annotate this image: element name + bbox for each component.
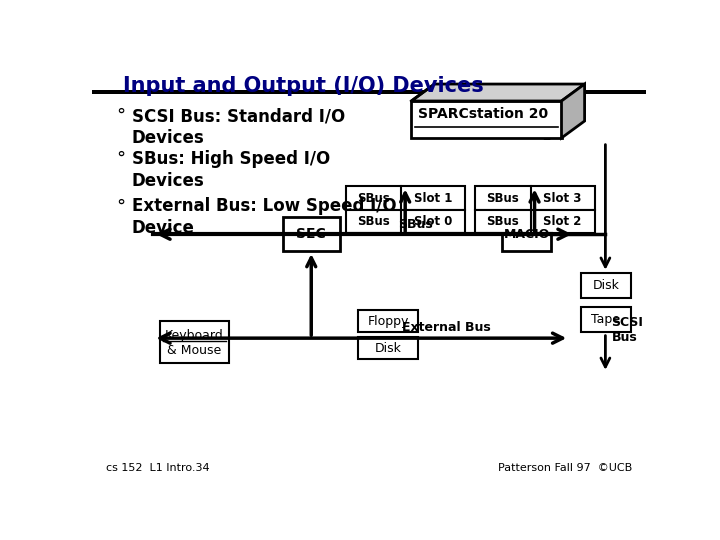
Text: SBus: SBus <box>487 215 519 228</box>
Bar <box>581 273 631 298</box>
Text: Slot 1: Slot 1 <box>414 192 452 205</box>
Text: SPARCstation 20: SPARCstation 20 <box>418 107 548 121</box>
Text: External Bus: External Bus <box>402 321 490 334</box>
Text: Input and Output (I/O) Devices: Input and Output (I/O) Devices <box>122 76 483 96</box>
Bar <box>581 307 631 332</box>
Text: Tape: Tape <box>591 313 620 326</box>
Bar <box>346 186 465 210</box>
Bar <box>475 210 595 233</box>
Polygon shape <box>562 84 585 138</box>
Bar <box>359 310 418 332</box>
Text: Patterson Fall 97  ©UCB: Patterson Fall 97 ©UCB <box>498 463 632 473</box>
Text: SBus: SBus <box>357 192 390 205</box>
Text: SBus: SBus <box>487 192 519 205</box>
Text: Slot 2: Slot 2 <box>544 215 582 228</box>
Text: Keyboard: Keyboard <box>165 328 224 342</box>
Text: Floppy: Floppy <box>368 315 409 328</box>
Text: Slot 0: Slot 0 <box>414 215 452 228</box>
Bar <box>283 217 340 251</box>
Text: °: ° <box>117 107 125 125</box>
Bar <box>503 217 552 251</box>
Polygon shape <box>411 84 585 101</box>
Text: SCSI Bus: Standard I/O
Devices: SCSI Bus: Standard I/O Devices <box>132 107 345 147</box>
Bar <box>475 186 595 210</box>
Bar <box>411 101 562 138</box>
Text: Disk: Disk <box>375 342 402 355</box>
Bar <box>160 321 229 363</box>
Bar <box>359 338 418 359</box>
Text: SEC: SEC <box>297 227 326 241</box>
Text: Disk: Disk <box>593 279 619 292</box>
Bar <box>92 90 647 94</box>
Text: SBus: SBus <box>398 218 433 231</box>
Text: External Bus: Low Speed I/O
Device: External Bus: Low Speed I/O Device <box>132 197 397 238</box>
Text: Slot 3: Slot 3 <box>544 192 582 205</box>
Text: °: ° <box>117 150 125 167</box>
Text: cs 152  L1 Intro.34: cs 152 L1 Intro.34 <box>106 463 210 473</box>
Text: SBus: High Speed I/O
Devices: SBus: High Speed I/O Devices <box>132 150 330 190</box>
Text: SCSI
Bus: SCSI Bus <box>611 316 644 345</box>
Text: & Mouse: & Mouse <box>167 344 221 357</box>
Text: MACIO: MACIO <box>504 228 550 241</box>
Text: °: ° <box>117 197 125 215</box>
Text: SBus: SBus <box>357 215 390 228</box>
Bar <box>346 210 465 233</box>
Text: _: _ <box>543 127 549 140</box>
